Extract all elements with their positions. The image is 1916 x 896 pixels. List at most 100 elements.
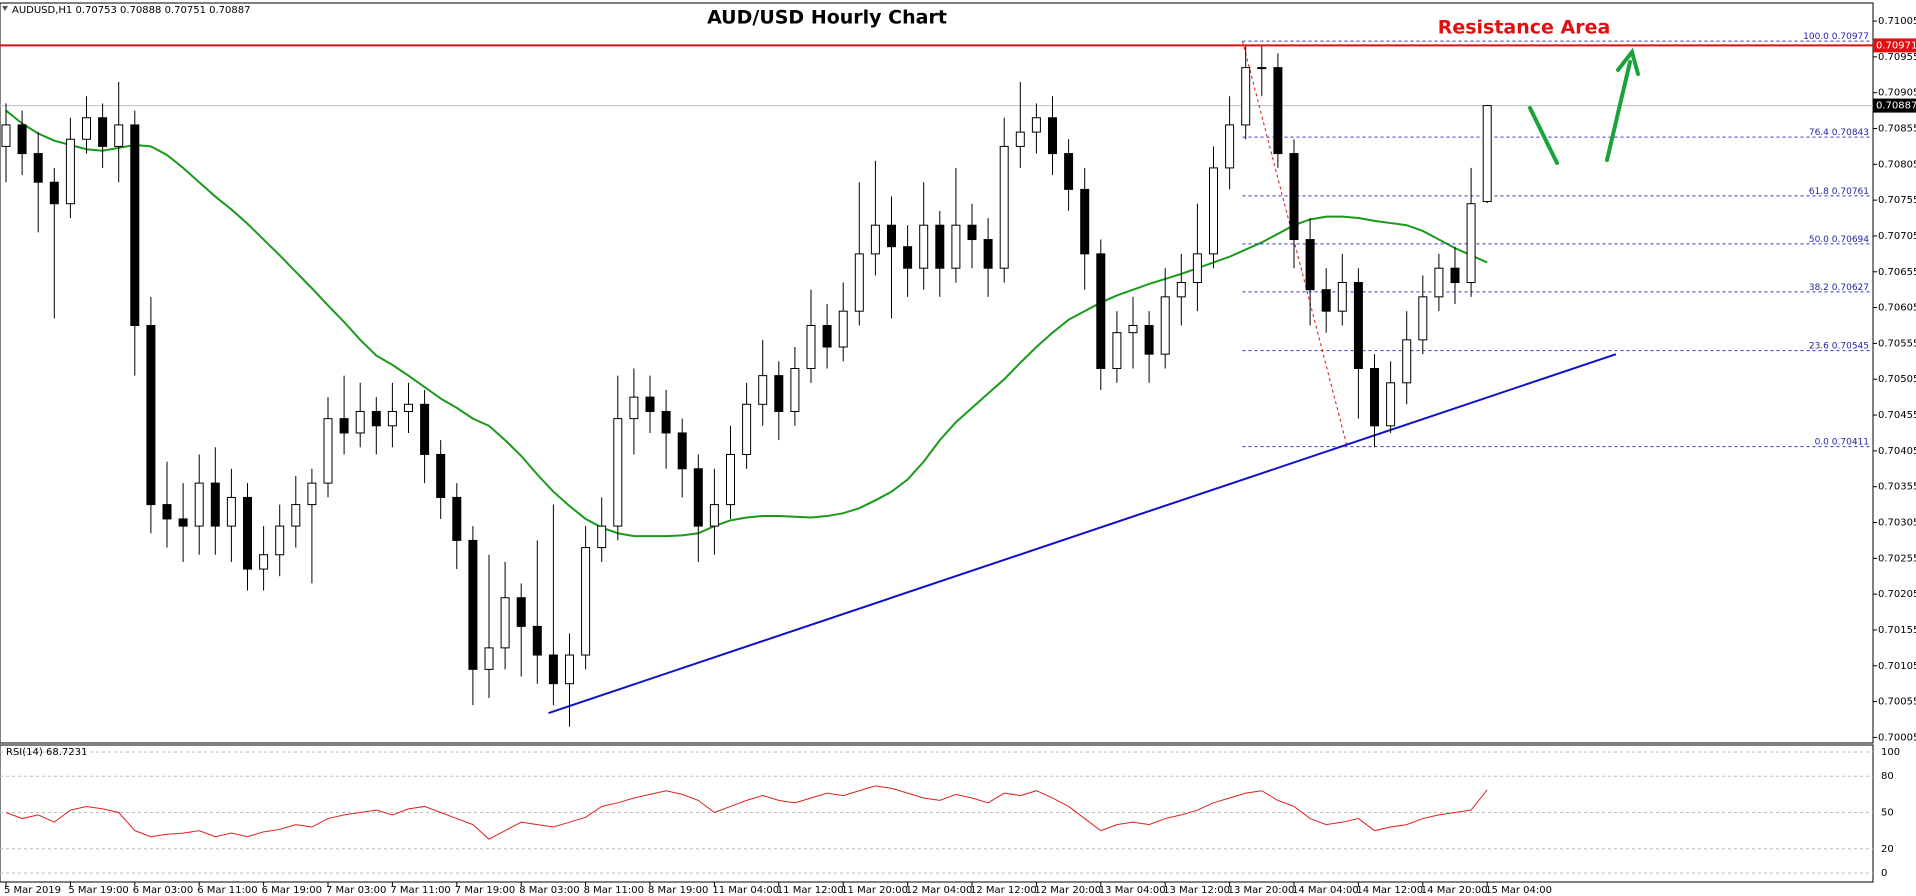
candle-body [500, 597, 510, 649]
candle-body [983, 239, 993, 269]
resistance-price-box [1873, 38, 1916, 53]
x-tick-label: 13 Mar 20:00 [1228, 885, 1295, 896]
x-tick-label: 13 Mar 12:00 [1163, 885, 1230, 896]
candle-body [1064, 153, 1074, 190]
candle-body [65, 138, 75, 205]
fib-label: 76.4 0.70843 [1809, 128, 1869, 138]
x-tick-label: 6 Mar 03:00 [133, 885, 193, 896]
candle-body [1434, 267, 1444, 298]
candle-body [677, 432, 687, 470]
candle-body [870, 224, 880, 255]
fib-label: 23.6 0.70545 [1809, 341, 1869, 351]
candle-body [323, 418, 333, 484]
fib-label: 0.0 0.70411 [1815, 437, 1869, 447]
current-price: 0.70887 [1876, 101, 1916, 112]
x-tick-label: 12 Mar 04:00 [906, 885, 973, 896]
candle-body [243, 496, 252, 570]
candle-body [130, 124, 140, 327]
candle-body [371, 410, 381, 427]
candle-body [935, 224, 945, 269]
x-tick-label: 5 Mar 19:00 [68, 885, 128, 896]
close: 0.70887 [209, 5, 250, 16]
low: 0.70751 [165, 5, 206, 16]
candle-body [307, 482, 317, 506]
candle-body [1257, 67, 1267, 70]
candle-body [709, 504, 719, 527]
y-tick-label: 0.71005 [1878, 16, 1916, 27]
x-tick-label: 6 Mar 19:00 [262, 885, 322, 896]
candle-body [693, 468, 703, 527]
rsi-panel [0, 744, 1874, 883]
y-tick-label: 0.70755 [1878, 195, 1916, 206]
high: 0.70888 [120, 5, 161, 16]
annotation: Resistance Area [1438, 17, 1611, 39]
candle-body [194, 482, 204, 527]
candle-body [1450, 267, 1460, 284]
candle-body [838, 310, 848, 348]
candle-body [387, 410, 397, 427]
candle-body [903, 246, 913, 269]
candle-body [726, 453, 735, 506]
candle-body [1176, 282, 1186, 298]
candle-body [581, 547, 591, 656]
fib-label: 100.0 0.70977 [1803, 32, 1869, 42]
candle-body [951, 224, 961, 269]
rsi-tick-label: 0 [1881, 868, 1887, 879]
candle-body [484, 647, 494, 670]
fib-diagonal [1241, 40, 1348, 447]
y-tick-label: 0.70255 [1878, 553, 1916, 564]
chart-title: AUD/USD Hourly Chart [707, 7, 947, 29]
candle-body [661, 410, 671, 434]
fib-ratio: 50.0 [1809, 234, 1829, 244]
arrow-head [1616, 47, 1640, 76]
fib-label: 61.8 0.70761 [1809, 186, 1869, 196]
y-tick-label: 0.70305 [1878, 518, 1916, 529]
fib-price: 0.70627 [1832, 282, 1869, 292]
x-tick-label: 13 Mar 04:00 [1099, 885, 1166, 896]
candle-body [291, 504, 301, 527]
x-tick-label: 15 Mar 04:00 [1485, 885, 1552, 896]
candle-body [790, 367, 800, 412]
y-tick-label: 0.70855 [1878, 124, 1916, 135]
arrow-stroke [1605, 60, 1632, 162]
x-tick-label: 14 Mar 20:00 [1421, 885, 1488, 896]
y-tick-label: 0.70355 [1878, 482, 1916, 493]
candle-body [1337, 282, 1347, 312]
candle-body [1370, 367, 1379, 427]
y-tick-label: 0.70555 [1878, 338, 1916, 349]
candle-body [436, 453, 446, 498]
candle-body [468, 539, 478, 670]
fib-label: 38.2 0.70627 [1809, 282, 1869, 292]
candle-body [98, 117, 108, 147]
x-tick-label: 12 Mar 12:00 [970, 885, 1037, 896]
rsi-header: RSI(14) 68.7231 [6, 747, 87, 758]
candle-body [919, 224, 929, 269]
y-tick-label: 0.70205 [1878, 589, 1916, 600]
x-tick-label: 8 Mar 19:00 [648, 885, 708, 896]
x-tick-label: 11 Mar 20:00 [841, 885, 908, 896]
y-tick-label: 0.70805 [1878, 159, 1916, 170]
candle-body [1466, 203, 1476, 284]
trendline [548, 353, 1617, 715]
candle-body [822, 325, 832, 348]
candle-body [758, 375, 768, 405]
fib-price: 0.70411 [1832, 437, 1869, 447]
candle-body [1209, 167, 1218, 255]
candle-body [629, 396, 639, 420]
candle-body [1225, 124, 1235, 169]
open: 0.70753 [75, 5, 116, 16]
candle-body [1048, 117, 1057, 155]
y-tick-label: 0.70905 [1878, 88, 1916, 99]
candle-body [1273, 67, 1283, 155]
candle-body [452, 496, 462, 541]
candle-body [1, 124, 11, 147]
candle-body [1402, 339, 1412, 384]
candle-body [259, 554, 269, 570]
fib-price: 0.70977 [1832, 32, 1869, 42]
y-tick-label: 0.70705 [1878, 231, 1916, 242]
current-price-box [1873, 98, 1916, 113]
symbol: AUDUSD,H1 [12, 5, 72, 16]
x-tick-label: 11 Mar 04:00 [712, 885, 779, 896]
fib-ratio: 76.4 [1809, 128, 1829, 138]
